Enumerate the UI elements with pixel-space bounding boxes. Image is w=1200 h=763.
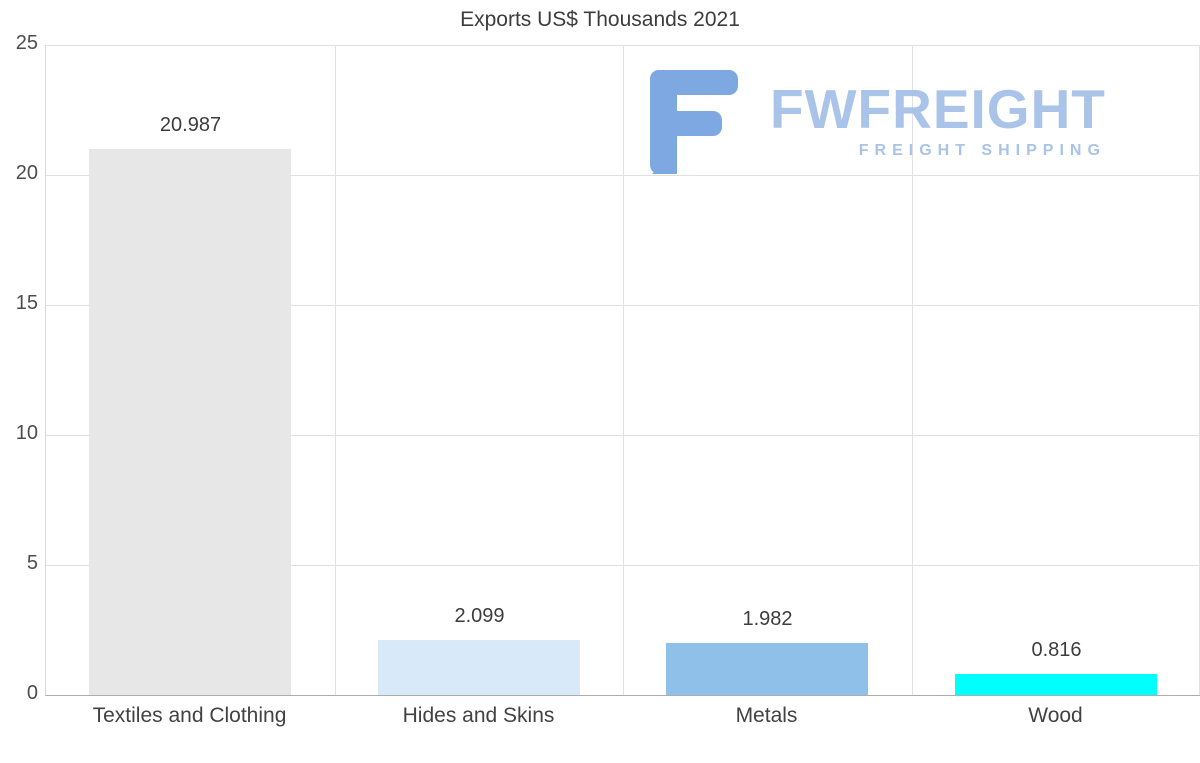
chart-title: Exports US$ Thousands 2021 [460, 8, 740, 31]
x-category-label: Metals [735, 704, 798, 727]
y-tick-label: 5 [26, 552, 38, 574]
bar-value-label: 1.982 [742, 608, 793, 630]
bar-wood [955, 674, 1157, 695]
plot-area: 20.987 2.099 1.982 0.816 [45, 45, 1200, 696]
logo-tagline-text: FREIGHT SHIPPING [858, 142, 1106, 159]
y-tick-label: 20 [15, 162, 38, 184]
gridline-vertical [912, 45, 913, 695]
bar-metals [666, 643, 868, 695]
x-category-label: Hides and Skins [402, 704, 555, 727]
bar-value-label: 2.099 [454, 605, 505, 627]
y-tick-label: 0 [26, 682, 38, 704]
y-axis-tick-labels: 0 5 10 15 20 25 [0, 0, 38, 763]
x-category-label: Wood [1028, 704, 1083, 727]
logo-f-icon [650, 70, 738, 174]
x-axis-category-labels: Textiles and Clothing Hides and Skins Meta… [45, 704, 1199, 740]
bar-textiles-and-clothing [89, 149, 291, 695]
gridline-vertical [623, 45, 624, 695]
watermark-logo: FWFREIGHT FREIGHT SHIPPING [648, 64, 1106, 182]
logo-text: FWFREIGHT FREIGHT SHIPPING [770, 64, 1106, 159]
bar-value-label: 0.816 [1031, 639, 1082, 661]
y-tick-label: 15 [15, 292, 38, 314]
logo-brand-text: FWFREIGHT [770, 78, 1106, 140]
x-category-label: Textiles and Clothing [92, 704, 287, 727]
y-tick-label: 10 [15, 422, 38, 444]
bar-value-label: 20.987 [159, 114, 222, 136]
y-tick-label: 25 [15, 32, 38, 54]
bar-hides-and-skins [378, 640, 580, 695]
gridline-vertical [335, 45, 336, 695]
